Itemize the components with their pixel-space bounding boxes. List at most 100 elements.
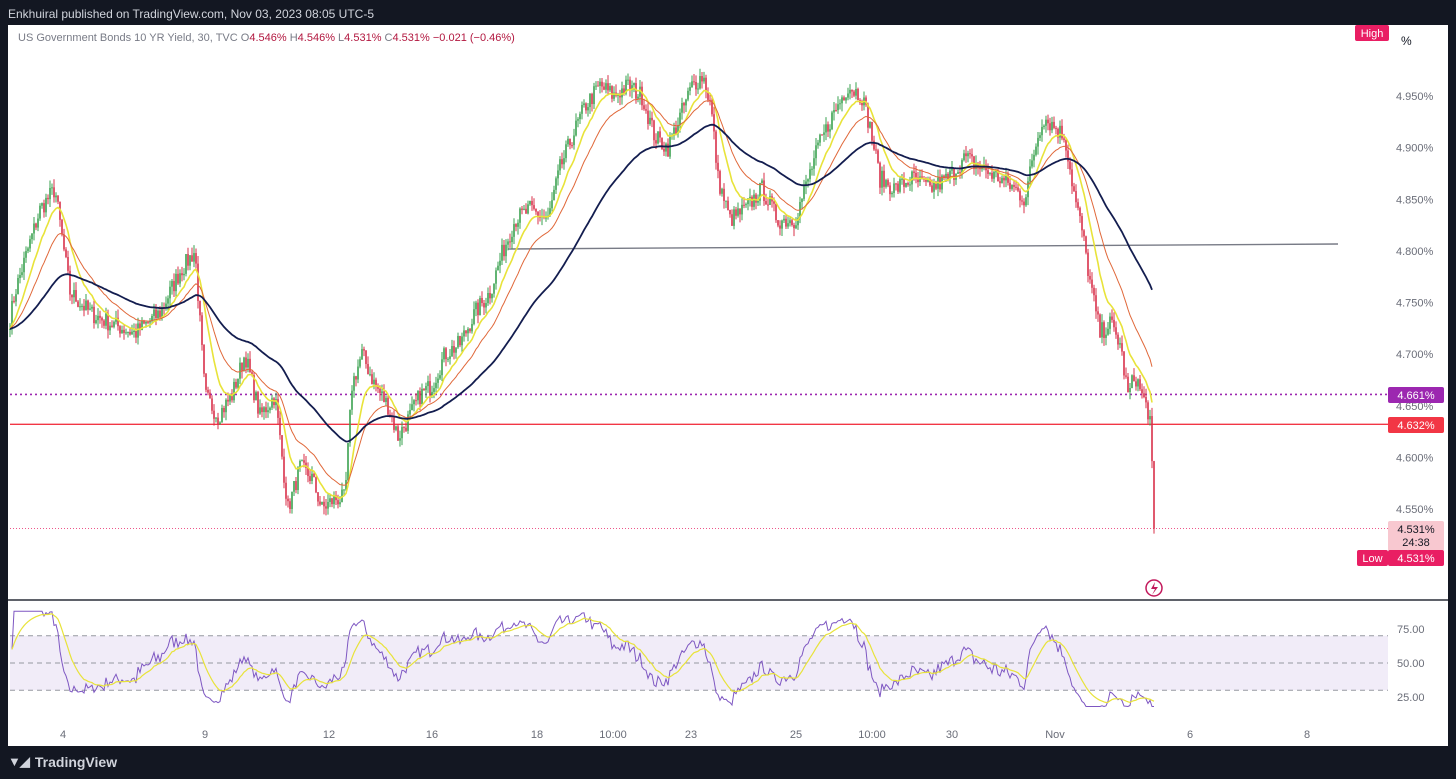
candle-body [1055,127,1057,129]
candle-body [361,349,363,360]
candle-body [641,86,643,106]
candle-body [879,162,881,188]
candle-body [855,88,857,96]
candle-body [847,93,849,98]
candle-body [1041,126,1043,136]
candle-body [811,168,813,170]
candle-body [291,491,293,509]
candle-body [1039,135,1041,138]
candle-body [959,172,961,174]
candle-body [629,79,631,91]
candle-body [1021,200,1023,202]
candle-body [1147,402,1149,420]
candle-body [117,317,119,327]
candle-body [549,208,551,216]
candle-body [687,90,689,100]
candle-body [1091,279,1093,288]
price-tick-label: 4.550% [1396,504,1434,516]
support-trendline[interactable] [507,243,1339,250]
candle-body [97,315,99,321]
time-tick-label: 12 [323,729,335,741]
candle-body [1035,146,1037,155]
candle-body [369,374,371,376]
candle-body [253,375,255,401]
candle-body [691,81,693,88]
candle-body [355,376,357,380]
candle-body [523,208,525,210]
candle-body [147,321,149,323]
candle-body [951,167,953,171]
candle-body [1049,123,1051,131]
candle-body [575,120,577,136]
candle-body [445,348,447,360]
rsi-ma-line [11,613,1155,704]
last-price-badge: 4.531% [1397,524,1435,536]
candle-body [65,249,67,257]
candle-body [261,407,263,413]
candle-body [1093,287,1095,296]
candle-body [321,501,323,505]
candle-body [841,97,843,104]
price-tick-label: 4.650% [1396,401,1434,413]
candle-body [419,391,421,405]
candle-body [197,263,199,301]
candle-body [515,224,517,227]
candle-body [249,358,251,373]
candle-body [967,153,969,157]
candle-body [481,298,483,304]
candle-body [103,320,105,326]
legend-open: 4.546% [249,32,287,44]
candle-body [455,347,457,353]
candle-body [121,329,123,334]
candle-body [1037,137,1039,147]
candle-body [785,218,787,227]
candle-body [427,381,429,387]
candle-body [913,171,915,173]
candle-body [529,200,531,205]
candle-body [865,97,867,105]
candle-body [653,120,655,141]
candle-body [1061,125,1063,139]
candle-body [155,309,157,319]
candle-body [571,145,573,147]
candle-body [873,140,875,150]
candle-body [619,94,621,98]
candle-body [275,399,277,406]
low-badge: Low [1362,553,1382,565]
candle-body [531,200,533,206]
candle-body [1081,216,1083,231]
candle-body [885,180,887,187]
candle-body [137,323,139,338]
candle-body [579,113,581,120]
candle-body [945,173,947,178]
candle-body [131,331,133,335]
candle-body [513,224,515,237]
candles [9,68,1155,534]
candle-body [195,253,197,264]
level-red-badge: 4.632% [1397,420,1435,432]
candle-body [681,103,683,113]
candle-body [617,94,619,96]
time-tick-label: 10:00 [858,729,886,741]
candle-body [281,435,283,457]
candle-body [475,302,477,310]
candle-body [151,315,153,321]
candle-body [763,180,765,202]
candle-body [349,409,351,444]
footer-brand[interactable]: ▼◢ TradingView [8,754,117,770]
candle-body [907,183,909,185]
high-badge-bg [1355,25,1389,41]
candle-body [93,306,95,324]
candle-body [353,376,355,391]
candle-body [881,170,883,188]
time-tick-label: 30 [946,729,958,741]
candle-body [401,426,403,439]
candle-body [1089,275,1091,280]
candle-body [381,391,383,393]
candle-body [901,178,903,180]
candle-body [11,300,13,329]
scale-percent-label[interactable]: % [1401,34,1412,48]
candle-body [675,127,677,134]
candle-body [61,219,63,235]
